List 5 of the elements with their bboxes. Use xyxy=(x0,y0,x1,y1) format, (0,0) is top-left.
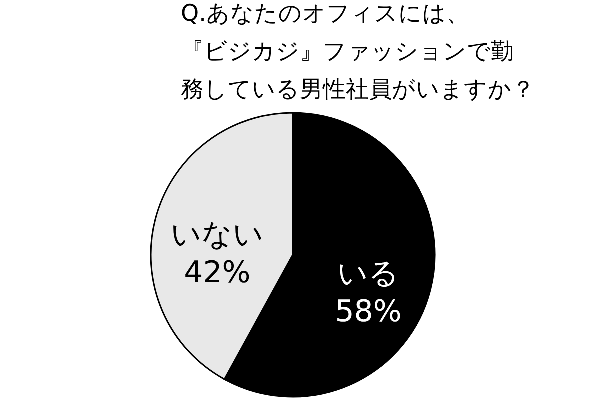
data-label: 58% xyxy=(335,294,402,330)
chart-title: Q.あなたのオフィスには、『ビジカジ』ファッションで勤務している男性社員がいますか？ xyxy=(181,1,535,103)
slice-label: いない xyxy=(170,218,264,253)
data-label: 42% xyxy=(184,256,251,291)
slice-label: いる xyxy=(338,256,400,292)
